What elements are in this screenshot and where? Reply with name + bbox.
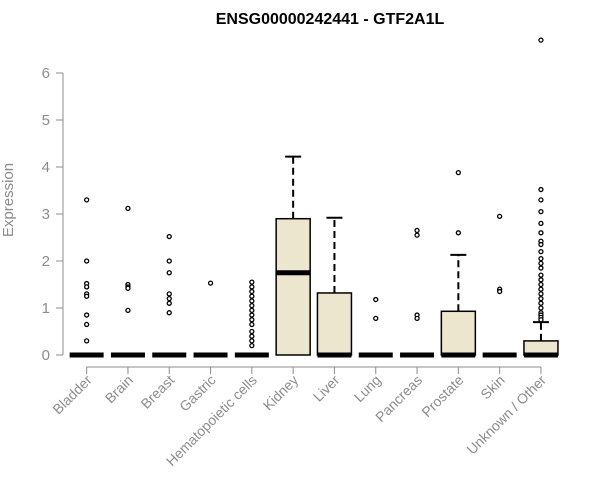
outlier-point [538, 295, 544, 302]
x-tick-label: Brain [102, 372, 136, 406]
outlier-point [84, 293, 90, 299]
outlier-point [166, 310, 172, 316]
x-tick-label: Skin [477, 372, 508, 403]
outlier-point [207, 280, 214, 286]
outlier-point [166, 233, 172, 240]
outlier-point [538, 220, 544, 227]
outlier-point [538, 37, 544, 43]
outlier-point [249, 298, 255, 304]
outlier-point [538, 197, 544, 203]
outlier-point [414, 315, 420, 321]
outlier-point [538, 305, 544, 311]
box-6 [316, 216, 353, 358]
outlier-point [538, 260, 544, 267]
outlier-point [166, 300, 172, 306]
x-tick-label: Lung [351, 372, 384, 405]
outlier-point [249, 302, 255, 309]
outlier-point [538, 208, 544, 215]
outlier-point [249, 342, 255, 349]
outlier-point [166, 295, 172, 302]
box-body [275, 217, 311, 356]
outlier-point [84, 197, 90, 203]
x-tick-label: Prostate [418, 372, 466, 420]
outlier-point [249, 288, 255, 295]
chart-title: ENSG00000242441 - GTF2A1L [216, 11, 445, 28]
outlier-point [538, 286, 544, 292]
outlier-point [538, 317, 544, 323]
outlier-point [125, 285, 131, 291]
outlier-point [538, 300, 544, 306]
outlier-point [125, 205, 131, 212]
outlier-point [538, 255, 544, 262]
outlier-point [373, 315, 379, 321]
x-tick-label: Kidney [260, 372, 302, 414]
box-4 [234, 279, 269, 358]
boxes-group [69, 37, 559, 358]
outlier-point [249, 284, 255, 290]
box-body [316, 292, 353, 356]
outlier-point [496, 213, 503, 220]
y-tick-label: 1 [42, 300, 50, 317]
outlier-point [496, 288, 503, 295]
outlier-point [166, 291, 172, 297]
outlier-point [538, 186, 544, 193]
outlier-point [84, 312, 90, 318]
outlier-point [373, 296, 379, 303]
y-tick-label: 4 [42, 159, 50, 176]
outlier-point [84, 338, 90, 344]
x-tick-label: Liver [310, 372, 343, 405]
outlier-point [249, 338, 255, 344]
outlier-point [249, 307, 255, 314]
y-tick-label: 6 [42, 65, 50, 82]
outlier-point [84, 284, 90, 290]
box-5 [275, 155, 311, 356]
y-tick-label: 5 [42, 112, 50, 129]
outlier-point [538, 272, 544, 278]
outlier-point [249, 293, 255, 299]
outlier-point [249, 279, 255, 285]
x-tick-label: Bladder [49, 372, 95, 418]
box-1 [110, 205, 145, 358]
y-tick-label: 0 [42, 347, 50, 364]
box-11 [523, 37, 559, 358]
box-8 [400, 227, 435, 358]
box-body [440, 310, 477, 356]
y-axis: 0 1 2 3 4 5 6 [42, 65, 64, 364]
outlier-point [166, 258, 172, 264]
outlier-point [455, 230, 462, 236]
outlier-point [84, 321, 90, 328]
box-7 [358, 296, 393, 358]
outlier-point [166, 270, 172, 276]
outlier-point [125, 307, 131, 314]
outlier-point [538, 230, 544, 236]
outlier-point [538, 248, 544, 255]
box-9 [440, 169, 477, 358]
x-tick-label: Breast [137, 372, 177, 412]
y-tick-label: 3 [42, 206, 50, 223]
outlier-point [414, 232, 420, 238]
y-tick-label: 2 [42, 253, 50, 270]
outlier-point [414, 227, 420, 234]
outlier-point [538, 241, 544, 248]
outlier-point [538, 277, 544, 283]
outlier-point [538, 291, 544, 297]
outlier-point [455, 169, 462, 176]
outlier-point [249, 312, 255, 318]
outlier-point [249, 321, 255, 328]
outlier-point [249, 333, 255, 339]
box-2 [152, 233, 187, 358]
box-0 [69, 197, 104, 358]
outlier-point [538, 265, 544, 271]
outlier-point [84, 258, 90, 264]
outlier-point [538, 281, 544, 288]
outlier-point [249, 317, 255, 323]
box-10 [482, 213, 517, 358]
outlier-point [249, 328, 255, 335]
box-3 [193, 280, 228, 358]
y-axis-label: Expression [0, 163, 17, 237]
